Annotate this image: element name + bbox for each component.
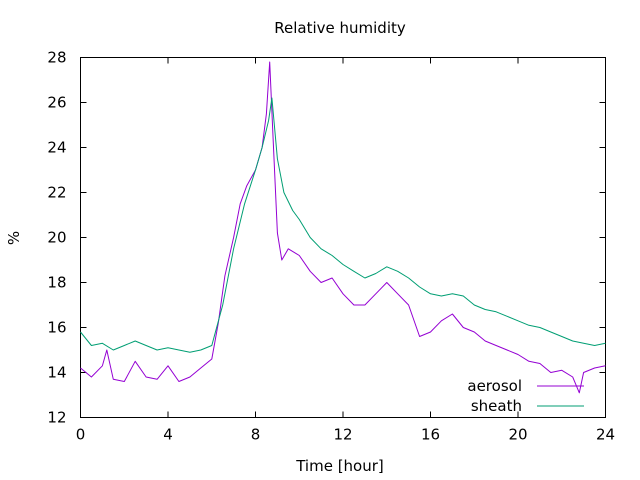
y-tick-label: 16 [47,319,66,337]
x-axis-label: Time [hour] [295,457,384,475]
y-tick-label: 18 [47,274,66,292]
plot-frame [80,57,606,418]
series-layer [80,61,606,394]
x-tick-label: 8 [251,426,261,444]
y-tick-label: 28 [47,49,66,67]
x-tick-label: 24 [596,426,615,444]
y-axis-label: % [5,231,23,245]
y-tick-label: 14 [47,364,66,382]
series-line-sheath [80,97,606,353]
y-tick-label: 22 [47,184,66,202]
legend-label-aerosol: aerosol [467,377,522,395]
series-line-aerosol [80,61,606,394]
x-tick-label: 20 [508,426,527,444]
x-tick-label: 12 [333,426,352,444]
x-tick-label: 16 [421,426,440,444]
y-tick-label: 24 [47,139,66,157]
x-tick-label: 4 [163,426,173,444]
y-tick-label: 12 [47,409,66,427]
legend: aerosol sheath [467,377,584,415]
x-tick-label: 0 [76,426,86,444]
chart-title: Relative humidity [274,19,406,37]
axis-ticks: 0 4 8 12 16 20 24 12 14 16 18 20 22 24 26 28 [47,49,615,444]
y-tick-label: 26 [47,94,66,112]
legend-label-sheath: sheath [471,397,522,415]
y-tick-label: 20 [47,229,66,247]
